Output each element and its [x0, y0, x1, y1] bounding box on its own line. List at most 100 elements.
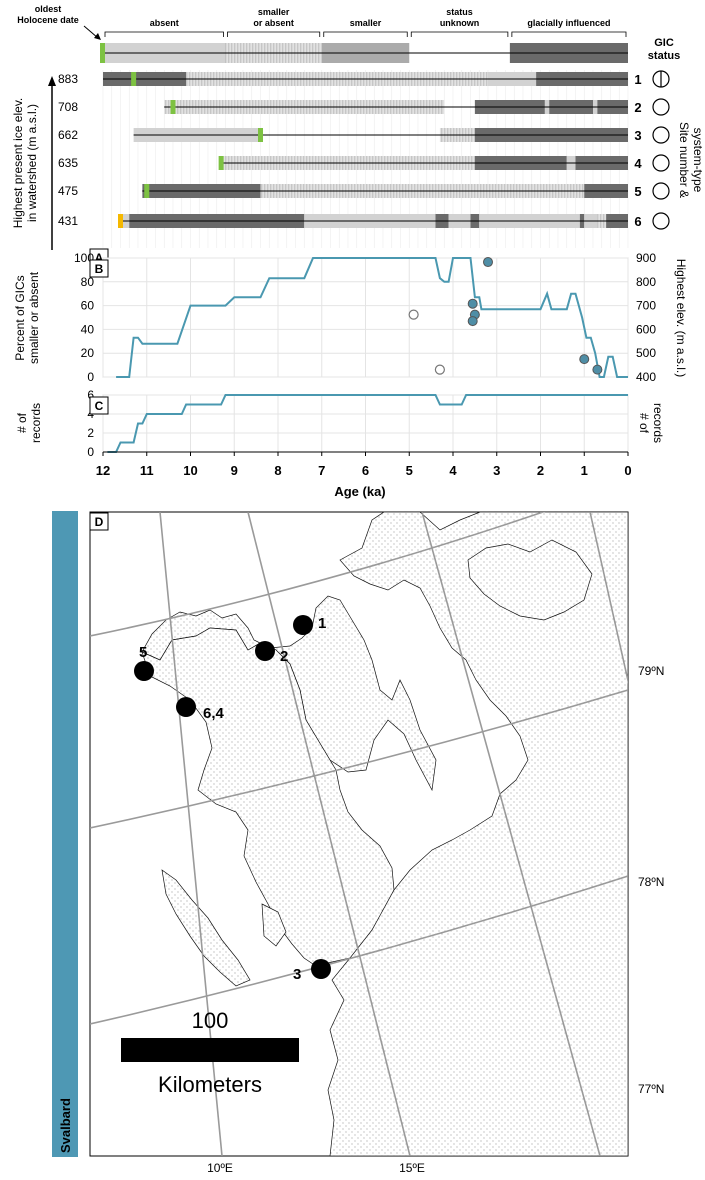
landmass-southwest-island: [161, 869, 251, 987]
site-2-number: 2: [634, 100, 641, 115]
map-site-6-4-dot: [176, 697, 196, 717]
panel-a-letter: A: [95, 251, 104, 265]
landmass-northeast-island: [467, 539, 593, 621]
panel-c-ytick-label: 6: [87, 388, 94, 402]
panel-c-xtick-label: 11: [140, 463, 154, 478]
site-2-status-icon: [652, 98, 670, 116]
site-3-elevation: 662: [58, 128, 78, 142]
legend-bracket-4: [410, 31, 509, 37]
panel-a: 883 1 708 2 662 3 635 4 475 5 431 6 Highest present…: [11, 70, 705, 267]
map-site-5-dot: [134, 661, 154, 681]
site-4-status-icon: [652, 154, 670, 172]
map-lat-77n: 77ºN: [638, 1082, 664, 1096]
site-5-elevation: 475: [58, 184, 78, 198]
panel-c-y2label-1: # of: [637, 413, 651, 434]
graticule-15e: [247, 512, 411, 1156]
legend-category-label-2-2: or absent: [253, 18, 294, 28]
site-6-number: 6: [634, 214, 641, 229]
panel-d-map: Svalbard 1 2 5 6,4 3 79ºN: [52, 511, 664, 1175]
panel-c-xtick-label: 1: [581, 463, 588, 478]
site-1-number: 1: [634, 72, 641, 87]
scale-bar: [121, 1038, 299, 1062]
panel-c-xtick-label: 4: [449, 463, 457, 478]
map-lon-10e: 10ºE: [207, 1161, 233, 1175]
panel-a-right-label-2: system-type: [691, 128, 705, 193]
panel-c-xtick-label: 2: [537, 463, 544, 478]
map-site-label: 6,4: [203, 705, 225, 722]
highest-elev-point: [467, 298, 478, 309]
panel-c-xtick-label: 3: [493, 463, 500, 478]
site-2-oldest-date-marker: [170, 100, 176, 114]
panel-c-xtick-label: 5: [406, 463, 413, 478]
map-lat-79n: 79ºN: [638, 664, 664, 678]
panel-c-xtick-label: 0: [624, 463, 631, 478]
legend-category-label-3-1: smaller: [350, 18, 382, 28]
site-6-oldest-date-marker: [118, 214, 123, 228]
oldest-date-label-2: Holocene date: [17, 15, 79, 25]
highest-elev-point: [592, 364, 603, 375]
legend-bracket-5: [511, 31, 627, 37]
site-4-oldest-date-marker: [218, 156, 224, 170]
site-1-elevation: 883: [58, 72, 78, 86]
map-site-1-dot: [293, 615, 313, 635]
site-3-status-icon: [652, 126, 670, 144]
map-lon-15e: 15ºE: [399, 1161, 425, 1175]
panel-d-letter-box: [89, 512, 109, 531]
panel-b-letter: B: [95, 262, 104, 276]
panel-b-y2tick-label: 700: [636, 299, 656, 313]
panel-b-ylabel-1: Percent of GICs: [13, 275, 27, 360]
panel-c-letter: C: [95, 399, 104, 413]
site-3-oldest-date-marker: [258, 128, 263, 142]
panel-b: 0 20 40 60 80 100 400 500 600 700 800 900 Percent o…: [13, 251, 688, 384]
legend-bracket-3: [323, 31, 408, 37]
record-count-line: [107, 394, 628, 453]
scale-bar-value: 100: [192, 1008, 229, 1033]
site-6-elevation: 431: [58, 214, 78, 228]
panel-b-ytick-label: 40: [81, 322, 95, 336]
map-lat-78n: 78ºN: [638, 875, 664, 889]
oldest-date-arrowhead: [94, 33, 101, 40]
panel-b-ytick-label: 100: [74, 251, 94, 265]
legend-bracket-1: [104, 31, 224, 37]
panel-b-ytick-label: 80: [81, 275, 95, 289]
panel-c-xtick-label: 7: [318, 463, 325, 478]
map-site-2-dot: [255, 641, 275, 661]
panel-c-y2label-2: records: [651, 403, 665, 443]
legend-category-label-4-2: unknown: [440, 18, 480, 28]
map-site-label: 5: [139, 644, 147, 661]
graticule-78n: [90, 689, 628, 829]
highest-elev-point: [483, 257, 493, 268]
panel-a-elev-arrowhead: [48, 76, 56, 86]
site-1-oldest-date-marker: [131, 72, 137, 86]
legend-bracket-2: [227, 31, 321, 37]
site-3-number: 3: [634, 128, 641, 143]
highest-elev-point: [579, 354, 590, 365]
map-site-label: 2: [280, 648, 288, 665]
gic-status-label-2: status: [648, 50, 680, 62]
panel-b-ytick-label: 20: [81, 346, 95, 360]
site-4-elevation: 635: [58, 156, 78, 170]
percent-smaller-line: [116, 257, 628, 378]
panel-b-y2tick-label: 600: [636, 322, 656, 336]
panel-c-xtick-label: 8: [274, 463, 281, 478]
graticule-20e: [421, 512, 601, 1156]
panel-b-y2tick-label: 900: [636, 251, 656, 265]
panel-c-ytick-label: 2: [87, 426, 94, 440]
oldest-date-label-1: oldest: [35, 4, 62, 14]
legend-oldest-marker: [100, 43, 105, 63]
graticule-25e: [589, 512, 628, 685]
site-5-status-icon: [652, 182, 670, 200]
panel-b-ytick-label: 0: [87, 370, 94, 384]
site-4-number: 4: [634, 156, 642, 171]
highest-elev-open-point: [434, 364, 445, 375]
graticule-79n: [90, 512, 546, 637]
panel-b-ylabel-2: smaller or absent: [27, 271, 41, 364]
panel-b-y2tick-label: 800: [636, 275, 656, 289]
landmass-east: [327, 512, 628, 1156]
panel-b-y2label: Highest elev. (m a.s.l.): [674, 259, 688, 377]
panel-c-xtick-label: 9: [231, 463, 238, 478]
panel-c-xtick-label: 10: [183, 463, 197, 478]
legend-category-label-5-1: glacially influenced: [527, 18, 610, 28]
